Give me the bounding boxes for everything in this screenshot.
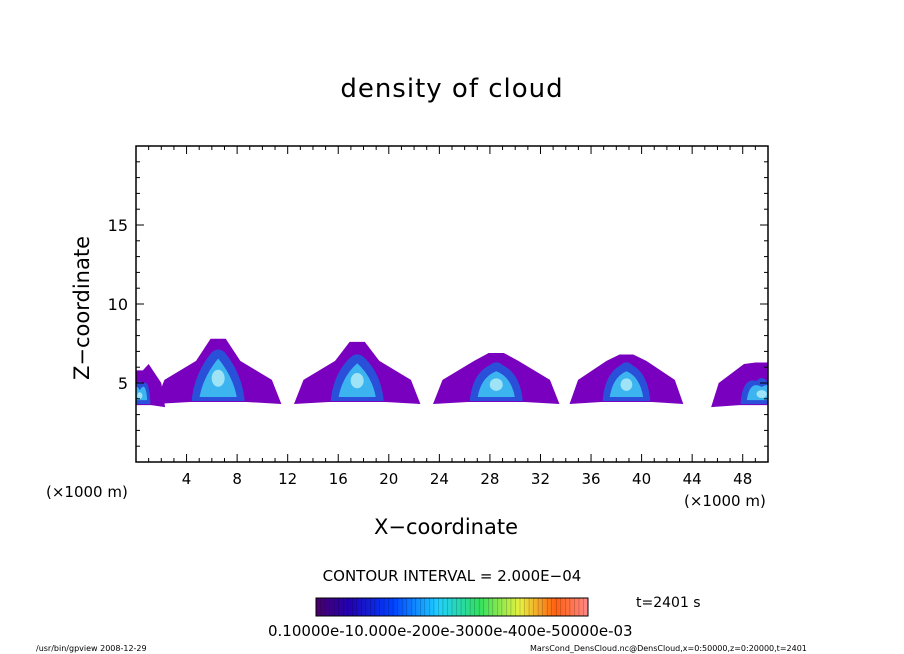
y-tick-label: 5 bbox=[118, 374, 128, 393]
y-tick-label: 10 bbox=[108, 295, 128, 314]
x-tick-label: 8 bbox=[232, 470, 242, 488]
y-tick-label: 15 bbox=[108, 216, 128, 235]
x-tick-label: 16 bbox=[329, 470, 348, 488]
colorbar-gradient bbox=[315, 597, 589, 617]
x-tick-label: 48 bbox=[733, 470, 752, 488]
cloud-center-2 bbox=[489, 378, 503, 391]
x-axis: 4 8 12 16 20 24 28 32 36 40 44 48 bbox=[148, 146, 756, 488]
x-tick-label: 12 bbox=[278, 470, 297, 488]
colorbar-labels: 0.10000e-10.000e-200e-3000e-400e-50000e-… bbox=[268, 622, 633, 640]
x-tick-label: 20 bbox=[379, 470, 398, 488]
x-axis-label: X−coordinate bbox=[374, 515, 518, 539]
contour-interval: CONTOUR INTERVAL = 2.000E−04 bbox=[322, 567, 582, 585]
chart-title: density of cloud bbox=[340, 74, 564, 104]
cloud-center-0 bbox=[211, 369, 225, 387]
x-unit-label-left: (×1000 m) bbox=[46, 483, 128, 501]
footer-left: /usr/bin/gpview 2008-12-29 bbox=[36, 644, 147, 653]
x-tick-label: 4 bbox=[182, 470, 192, 488]
time-label: t=2401 s bbox=[636, 595, 701, 611]
x-tick-label: 24 bbox=[430, 470, 449, 488]
y-axis-label: Z−coordinate bbox=[70, 236, 94, 380]
colorbar bbox=[315, 597, 589, 617]
y-axis: 5 10 15 bbox=[108, 161, 768, 447]
x-tick-label: 32 bbox=[531, 470, 550, 488]
x-tick-label: 36 bbox=[581, 470, 600, 488]
x-tick-label: 28 bbox=[480, 470, 499, 488]
x-unit-label-right: (×1000 m) bbox=[684, 492, 766, 510]
x-tick-label: 44 bbox=[683, 470, 702, 488]
cloud-field bbox=[136, 338, 768, 408]
cloud-center-1 bbox=[350, 372, 364, 389]
cloud-center-3 bbox=[620, 378, 633, 391]
plot-frame bbox=[135, 145, 769, 463]
cloud-center-5 bbox=[137, 392, 143, 400]
footer-right: MarsCond_DensCloud.nc@DensCloud,x=0:5000… bbox=[530, 644, 807, 653]
x-tick-label: 40 bbox=[632, 470, 651, 488]
cloud-center-4 bbox=[756, 390, 767, 399]
